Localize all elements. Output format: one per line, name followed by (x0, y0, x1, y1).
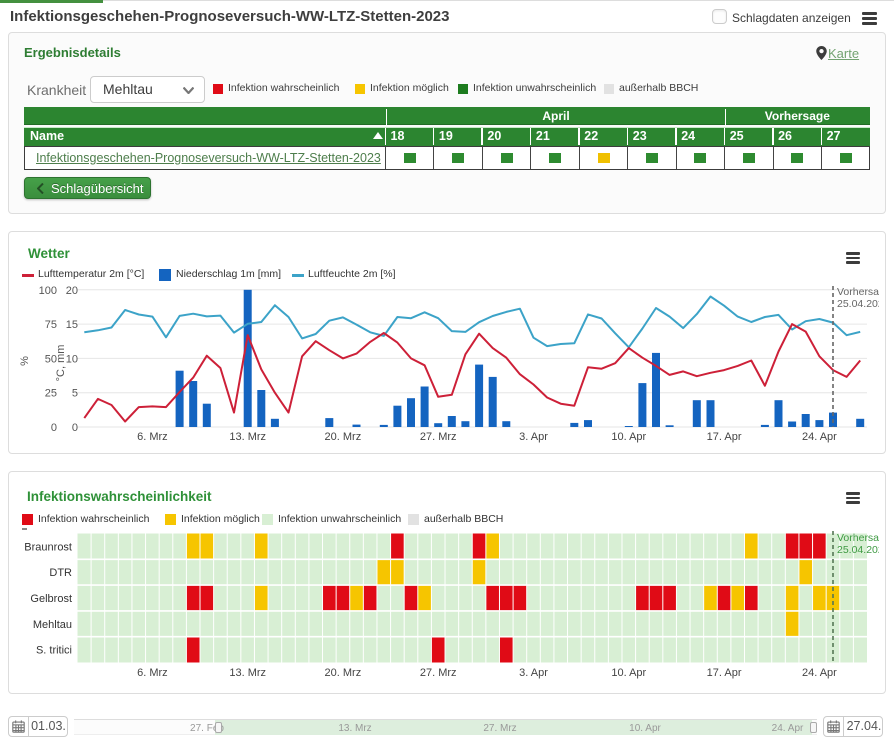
svg-text:10. Apr: 10. Apr (611, 667, 646, 679)
svg-text:13. Mrz: 13. Mrz (229, 667, 266, 679)
svg-text:27. Mrz: 27. Mrz (420, 431, 457, 443)
svg-text:20. Mrz: 20. Mrz (325, 431, 362, 443)
svg-text:0: 0 (72, 422, 78, 434)
svg-text:Vorhersage: Vorhersage (837, 286, 879, 298)
svg-text:3. Apr: 3. Apr (519, 431, 548, 443)
svg-text:Vorhersage: Vorhersage (837, 532, 879, 544)
svg-text:75: 75 (45, 319, 57, 331)
svg-text:15: 15 (66, 319, 78, 331)
svg-text:13. Mrz: 13. Mrz (229, 431, 266, 443)
svg-text:17. Apr: 17. Apr (707, 667, 742, 679)
svg-text:20: 20 (66, 285, 78, 297)
svg-text:10: 10 (66, 353, 78, 365)
svg-text:25.04.2023: 25.04.2023 (837, 544, 879, 556)
svg-text:°C, mm: °C, mm (55, 345, 67, 382)
svg-text:3. Apr: 3. Apr (519, 667, 548, 679)
svg-text:24. Apr: 24. Apr (802, 667, 837, 679)
svg-text:17. Apr: 17. Apr (707, 431, 742, 443)
svg-text:0: 0 (51, 422, 57, 434)
svg-text:25.04.2023: 25.04.2023 (837, 298, 879, 310)
svg-text:24. Apr: 24. Apr (802, 431, 837, 443)
svg-text:DTR: DTR (49, 567, 72, 579)
svg-text:20. Mrz: 20. Mrz (325, 667, 362, 679)
svg-text:%: % (19, 356, 31, 366)
svg-text:25: 25 (45, 388, 57, 400)
svg-text:Braunrost: Braunrost (24, 541, 72, 553)
svg-text:10. Apr: 10. Apr (611, 431, 646, 443)
svg-text:Mehltau: Mehltau (33, 619, 72, 631)
svg-text:50: 50 (45, 353, 57, 365)
svg-text:Gelbrost: Gelbrost (30, 593, 72, 605)
svg-text:27. Mrz: 27. Mrz (420, 667, 457, 679)
svg-text:S. tritici: S. tritici (36, 645, 72, 657)
svg-text:6. Mrz: 6. Mrz (137, 431, 168, 443)
svg-text:100: 100 (39, 285, 57, 297)
svg-text:6. Mrz: 6. Mrz (137, 667, 168, 679)
svg-text:5: 5 (72, 388, 78, 400)
